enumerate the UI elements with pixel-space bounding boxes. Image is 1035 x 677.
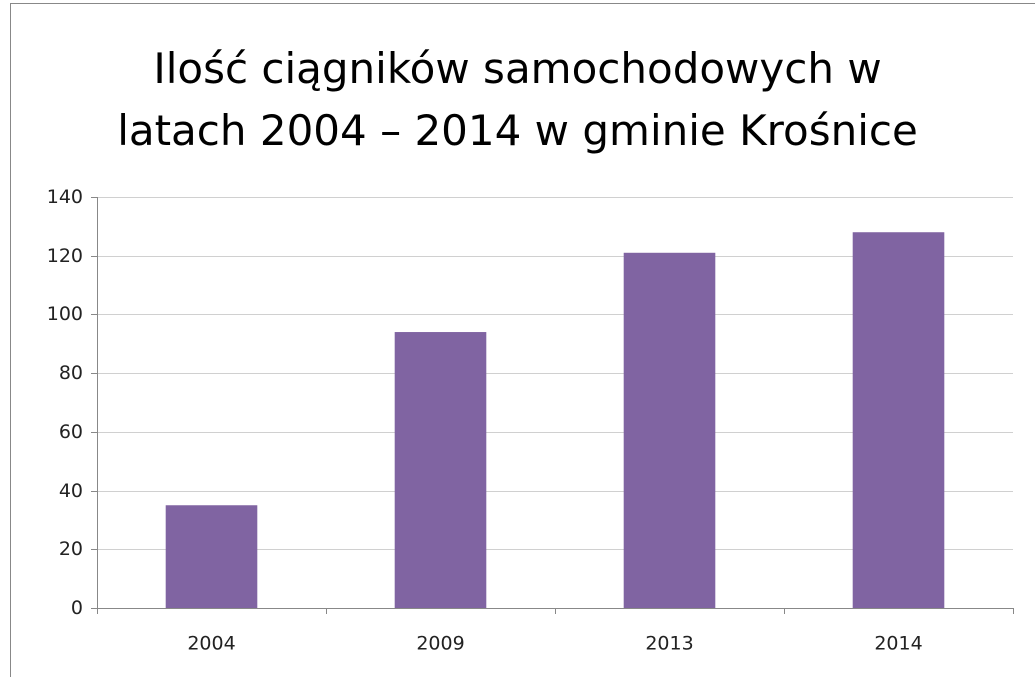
y-tick-label: 100 [47,303,83,325]
x-tick-label: 2009 [416,633,464,655]
bar [852,232,945,608]
y-tick-label: 60 [59,421,83,443]
y-tick-label: 20 [59,538,83,560]
y-tick-label: 120 [47,245,83,267]
bar [394,332,487,608]
x-tick-label: 2004 [187,633,235,655]
bar [165,505,258,608]
x-tick-label: 2014 [874,633,922,655]
y-tick-label: 80 [59,362,83,384]
chart-border [10,3,1035,677]
bar [623,252,716,608]
chart-title: Ilość ciągników samochodowych w latach 2… [117,44,918,155]
y-tick-label: 140 [47,186,83,208]
y-tick-label: 0 [71,597,83,619]
x-tick-label: 2013 [645,633,693,655]
y-tick-label: 40 [59,480,83,502]
